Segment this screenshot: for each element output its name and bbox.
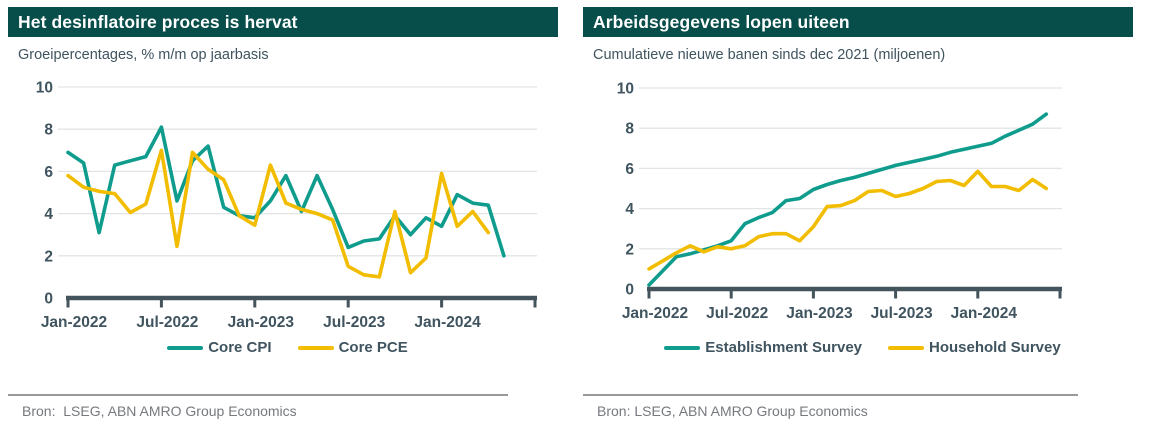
x-tick-label: Jul-2022 — [706, 305, 768, 322]
x-tick-label: Jan-2024 — [414, 314, 481, 331]
svg-text:4: 4 — [625, 201, 634, 218]
svg-text:4: 4 — [44, 206, 53, 223]
left-panel: Het desinflatoire proces is hervat Groei… — [0, 7, 575, 419]
legend-item-core-cpi: Core CPI — [167, 339, 272, 356]
right-header-bar: Arbeidsgegevens lopen uiteen — [583, 7, 1133, 37]
svg-text:2: 2 — [625, 241, 634, 258]
gridlines — [58, 86, 537, 257]
y-axis-labels: 0 2 4 6 8 10 — [36, 80, 54, 308]
right-chart-title: Arbeidsgegevens lopen uiteen — [593, 11, 850, 32]
x-tick-label: Jul-2023 — [323, 314, 385, 331]
left-header-bar: Het desinflatoire proces is hervat — [8, 7, 558, 37]
right-panel: Arbeidsgegevens lopen uiteen Cumulatieve… — [575, 0, 1150, 426]
x-tick-label: Jan-2023 — [786, 305, 853, 322]
gridlines — [639, 87, 1062, 250]
svg-text:10: 10 — [617, 81, 634, 98]
left-chart-legend: Core CPI Core PCE — [0, 339, 575, 356]
series-core-pce — [66, 148, 491, 279]
x-axis: Jan-2022 Jul-2022 Jan-2023 Jul-2023 Jan-2024 — [41, 295, 537, 331]
legend-item-household-survey: Household Survey — [888, 339, 1061, 356]
svg-text:10: 10 — [36, 80, 53, 97]
series-household-survey — [647, 169, 1049, 271]
legend-swatch — [167, 345, 204, 350]
legend-label: Core CPI — [208, 339, 272, 356]
x-tick-label: Jan-2024 — [951, 305, 1018, 322]
x-tick-label: Jan-2023 — [228, 314, 295, 331]
svg-text:6: 6 — [44, 164, 53, 181]
x-axis: Jan-2022 Jul-2022 Jan-2023 Jul-2023 Jan-2024 — [622, 286, 1062, 322]
svg-text:6: 6 — [625, 161, 634, 178]
svg-text:8: 8 — [625, 121, 634, 138]
legend-item-core-pce: Core PCE — [297, 339, 408, 356]
svg-text:0: 0 — [625, 282, 634, 299]
x-tick-label: Jan-2022 — [41, 314, 107, 331]
x-tick-label: Jul-2023 — [871, 305, 933, 322]
legend-label: Household Survey — [929, 339, 1061, 356]
right-chart-subtitle: Cumulatieve nieuwe banen sinds dec 2021 … — [593, 47, 946, 63]
legend-label: Establishment Survey — [705, 339, 863, 356]
legend-swatch — [297, 345, 334, 350]
svg-text:8: 8 — [44, 122, 53, 139]
legend-label: Core PCE — [338, 339, 408, 356]
left-chart-subtitle: Groeipercentages, % m/m op jaarbasis — [18, 47, 269, 63]
svg-text:2: 2 — [44, 248, 53, 265]
svg-text:0: 0 — [44, 291, 53, 308]
left-footer-rule — [8, 394, 508, 396]
left-chart-title: Het desinflatoire proces is hervat — [18, 11, 298, 32]
y-axis-labels: 0 2 4 6 8 10 — [617, 81, 635, 299]
right-chart-legend: Establishment Survey Household Survey — [575, 339, 1150, 356]
left-source-text: Bron: LSEG, ABN AMRO Group Economics — [22, 403, 297, 419]
legend-swatch — [888, 345, 925, 350]
right-source-text: Bron: LSEG, ABN AMRO Group Economics — [597, 403, 868, 419]
series-establishment-survey — [647, 112, 1049, 287]
x-tick-label: Jul-2022 — [136, 314, 198, 331]
legend-swatch — [664, 345, 701, 350]
x-tick-label: Jan-2022 — [622, 305, 688, 322]
right-footer-rule — [583, 394, 1078, 396]
legend-item-establishment-survey: Establishment Survey — [664, 339, 862, 356]
